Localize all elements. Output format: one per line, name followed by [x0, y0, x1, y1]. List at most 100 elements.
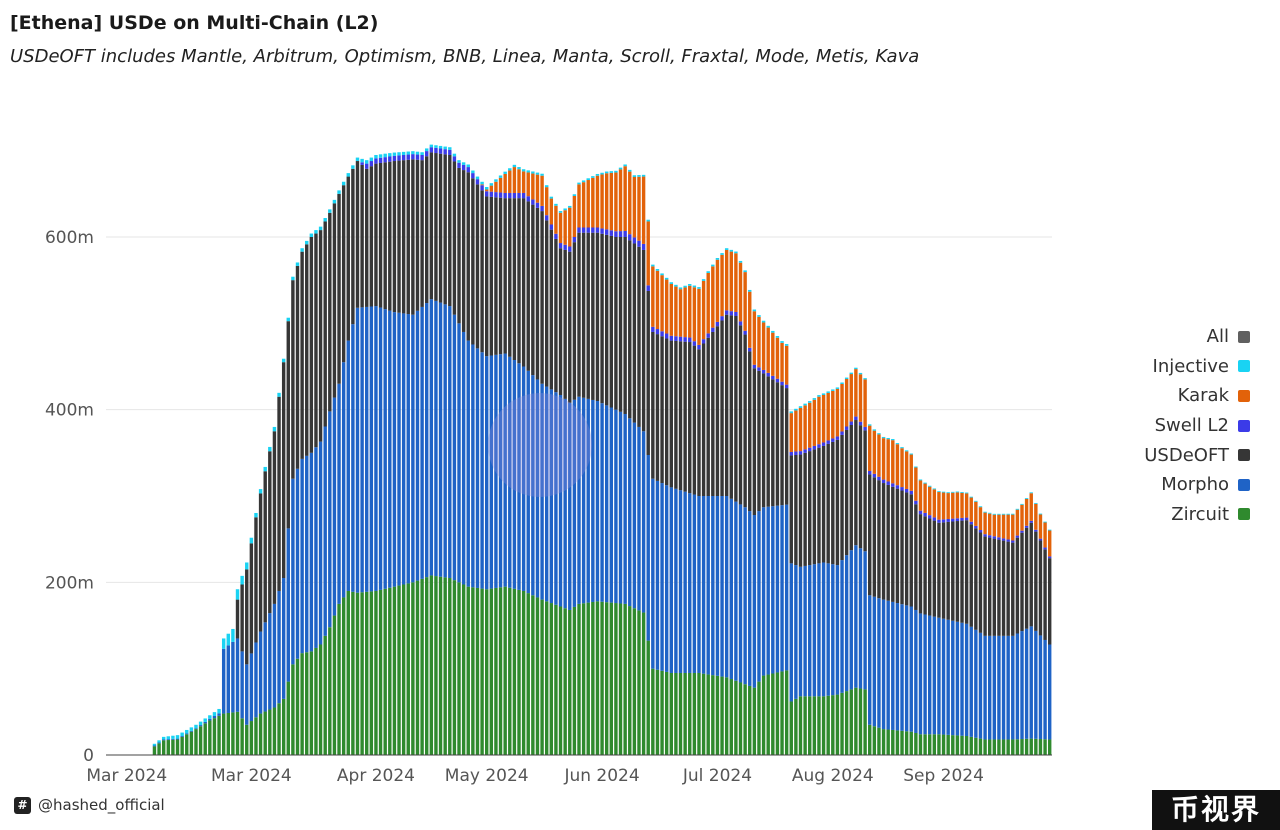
- bar-segment-karak: [909, 454, 913, 491]
- bar-segment-usdeoft: [960, 520, 964, 623]
- bar-segment-injective: [974, 500, 978, 502]
- bar-segment-morpho: [512, 360, 517, 589]
- bar-segment-swell-l2: [1038, 538, 1043, 541]
- bar-segment-zircuit: [771, 673, 775, 755]
- bar-segment-injective: [157, 740, 161, 743]
- bar-segment-injective: [420, 152, 424, 155]
- bar-segment-swell-l2: [401, 154, 406, 161]
- legend-swatch: [1238, 360, 1250, 373]
- bar-segment-usdeoft: [549, 229, 554, 390]
- bar-segment-injective: [1011, 513, 1015, 515]
- legend-item-usdeoft[interactable]: USDeOFT: [1144, 440, 1250, 470]
- bar-segment-zircuit: [337, 603, 341, 755]
- bar-segment-zircuit: [309, 651, 314, 755]
- bar-segment-injective: [558, 211, 563, 213]
- chart-subtitle: USDeOFT includes Mantle, Arbitrum, Optim…: [10, 46, 920, 67]
- bar-segment-zircuit: [660, 670, 664, 755]
- bar-segment-swell-l2: [706, 333, 710, 338]
- bar-segment-usdeoft: [844, 429, 849, 556]
- bar-segment-usdeoft: [577, 232, 581, 397]
- bar-segment-zircuit: [664, 671, 669, 755]
- bar-segment-usdeoft: [669, 340, 673, 488]
- bar-segment-injective: [185, 729, 189, 734]
- bar-segment-zircuit: [240, 718, 244, 755]
- bar-segment-swell-l2: [946, 518, 950, 522]
- bar-segment-swell-l2: [900, 487, 904, 491]
- legend-item-karak[interactable]: Karak: [1144, 381, 1250, 411]
- bar-segment-zircuit: [683, 672, 687, 755]
- bar-segment-karak: [512, 167, 517, 193]
- bar-segment-usdeoft: [425, 156, 429, 304]
- bar-segment-swell-l2: [831, 438, 835, 442]
- bar-segment-swell-l2: [674, 336, 678, 341]
- bar-segment-usdeoft: [951, 521, 955, 621]
- bar-segment-usdeoft: [886, 484, 890, 601]
- bar-segment-zircuit: [411, 582, 415, 755]
- bar-segment-usdeoft: [752, 368, 757, 515]
- bar-segment-usdeoft: [655, 334, 660, 481]
- bar-segment-usdeoft: [452, 161, 457, 315]
- bar-segment-injective: [651, 264, 655, 267]
- legend-item-injective[interactable]: Injective: [1144, 352, 1250, 382]
- bar-segment-zircuit: [203, 723, 207, 755]
- bar-segment-swell-l2: [512, 192, 517, 199]
- bar-segment-karak: [803, 405, 807, 450]
- bar-segment-zircuit: [581, 603, 586, 755]
- bar-segment-zircuit: [757, 681, 761, 755]
- bar-segment-swell-l2: [628, 234, 632, 241]
- bar-segment-morpho: [526, 370, 530, 594]
- bar-segment-karak: [526, 172, 530, 197]
- bar-segment-usdeoft: [808, 451, 812, 566]
- bar-segment-usdeoft: [937, 522, 941, 618]
- bar-segment-usdeoft: [318, 230, 323, 442]
- bar-segment-karak: [918, 480, 923, 511]
- bar-segment-zircuit: [844, 691, 849, 755]
- legend-item-swell-l2[interactable]: Swell L2: [1144, 411, 1250, 441]
- bar-segment-karak: [937, 492, 941, 520]
- bar-segment-morpho: [766, 506, 770, 675]
- bar-segment-swell-l2: [992, 536, 997, 539]
- bar-segment-karak: [955, 492, 960, 519]
- bar-segment-swell-l2: [743, 330, 747, 335]
- bar-segment-zircuit: [743, 684, 747, 755]
- bar-segment-zircuit: [475, 587, 480, 755]
- bar-segment-injective: [868, 424, 872, 426]
- x-tick-label: Mar 2024: [211, 766, 292, 786]
- bar-segment-morpho: [300, 458, 304, 654]
- bar-segment-usdeoft: [766, 376, 770, 507]
- bar-segment-karak: [494, 181, 498, 193]
- bar-segment-swell-l2: [951, 518, 955, 522]
- bar-segment-swell-l2: [969, 521, 973, 525]
- bar-segment-karak: [678, 289, 683, 337]
- bar-segment-karak: [914, 467, 918, 501]
- bar-segment-morpho: [309, 452, 314, 652]
- bar-segment-usdeoft: [309, 237, 314, 453]
- bar-segment-swell-l2: [1043, 547, 1047, 550]
- bar-segment-swell-l2: [909, 490, 913, 495]
- bar-segment-usdeoft: [268, 451, 272, 614]
- bar-segment-swell-l2: [392, 155, 397, 162]
- bar-segment-zircuit: [485, 589, 489, 755]
- bar-segment-morpho: [812, 564, 817, 697]
- bar-segment-usdeoft: [365, 168, 369, 307]
- bar-segment-karak: [554, 205, 558, 234]
- bar-segment-karak: [535, 174, 540, 203]
- legend-item-morpho[interactable]: Morpho: [1144, 470, 1250, 500]
- bar-segment-injective: [494, 179, 498, 182]
- bar-segment-swell-l2: [577, 227, 581, 233]
- bar-segment-injective: [895, 443, 900, 445]
- bar-segment-zircuit: [235, 711, 240, 755]
- bar-segment-injective: [900, 447, 904, 449]
- bar-segment-morpho: [544, 386, 549, 602]
- bar-segment-swell-l2: [683, 337, 687, 342]
- legend-item-zircuit[interactable]: Zircuit: [1144, 500, 1250, 530]
- chart-title: [Ethena] USDe on Multi-Chain (L2): [10, 12, 379, 34]
- bar-segment-morpho: [609, 407, 614, 603]
- bar-segment-usdeoft: [558, 248, 563, 395]
- bar-segment-usdeoft: [591, 232, 595, 400]
- bar-segment-karak: [563, 210, 567, 245]
- legend-item-all[interactable]: All: [1144, 322, 1250, 352]
- bar-segment-injective: [212, 712, 217, 717]
- bar-segment-morpho: [425, 303, 429, 578]
- bar-segment-morpho: [351, 324, 355, 592]
